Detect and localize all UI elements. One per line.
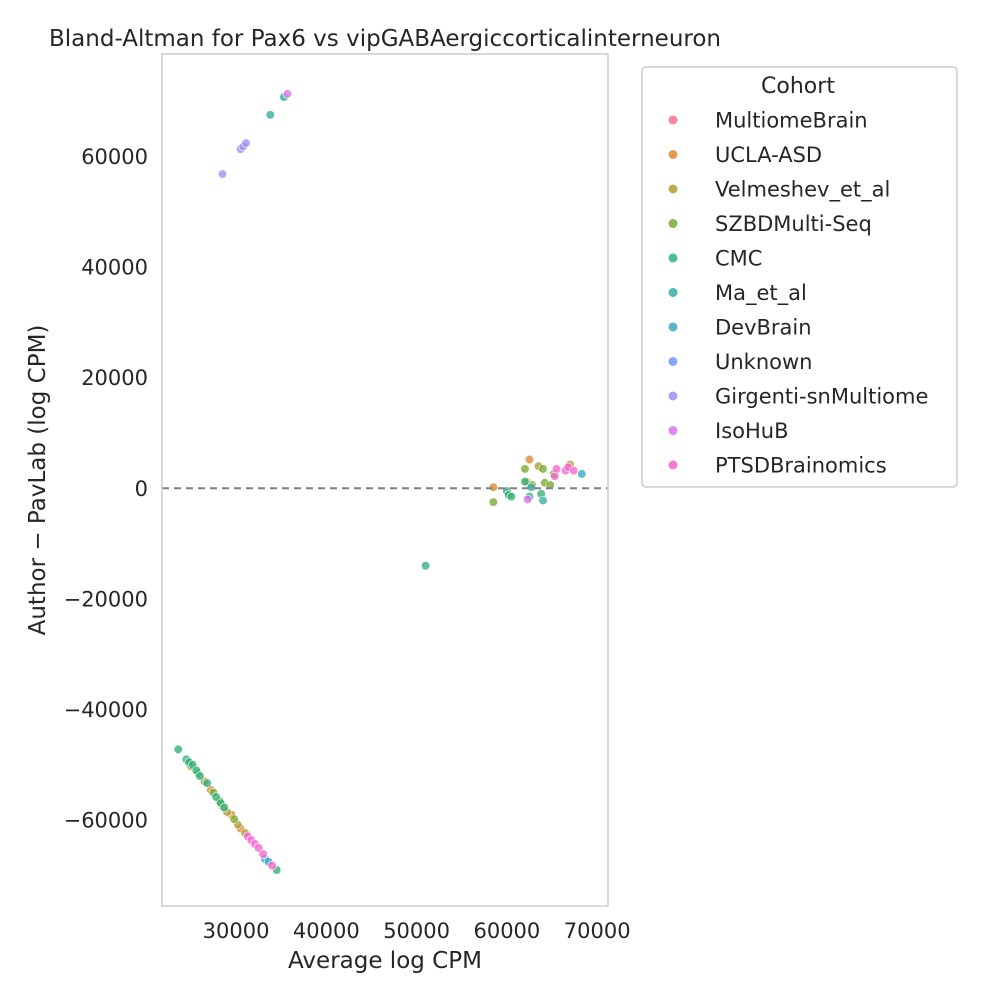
data-point <box>229 814 239 824</box>
data-point <box>282 89 293 99</box>
legend-marker <box>668 357 678 366</box>
legend-marker <box>668 253 678 263</box>
data-point <box>267 861 277 871</box>
legend-marker <box>668 391 678 401</box>
y-tick-label: 60000 <box>81 145 148 169</box>
data-point <box>173 744 183 755</box>
data-point <box>526 482 536 492</box>
data-point <box>241 138 251 148</box>
legend-marker <box>668 288 678 297</box>
x-tick-label: 50000 <box>383 919 450 943</box>
legend-label: Ma_et_al <box>715 281 807 306</box>
legend-marker <box>668 426 678 435</box>
plot-area-frame <box>161 53 609 907</box>
data-point <box>265 110 275 120</box>
y-tick-label: 0 <box>135 477 148 501</box>
scatter-points <box>173 89 587 875</box>
legend-frame <box>641 66 958 488</box>
data-point <box>577 469 587 479</box>
legend-label: Girgenti-snMultiome <box>715 385 928 409</box>
legend-marker <box>668 115 678 125</box>
data-point <box>219 802 229 813</box>
y-tick-label: −60000 <box>64 809 148 833</box>
legend: Cohort MultiomeBrain UCLA-ASD Velmeshev_et… <box>641 66 958 488</box>
data-point <box>195 771 205 781</box>
data-point <box>258 849 268 859</box>
legend-label: Unknown <box>715 350 812 374</box>
legend-marker <box>668 460 678 470</box>
data-point <box>524 454 535 465</box>
legend-marker <box>668 322 678 332</box>
y-axis-ticks: −60000 −40000 −20000 0 20000 40000 60000 <box>64 145 148 833</box>
legend-marker <box>668 184 678 194</box>
y-tick-label: 40000 <box>81 256 148 280</box>
data-point <box>506 491 516 502</box>
y-axis-label: Author − PavLab (log CPM) <box>25 325 51 636</box>
y-tick-label: −20000 <box>64 587 148 611</box>
legend-label: IsoHuB <box>715 419 789 443</box>
y-tick-label: 20000 <box>81 366 148 390</box>
x-tick-label: 40000 <box>293 919 360 943</box>
y-tick-label: −40000 <box>64 698 148 722</box>
legend-label: UCLA-ASD <box>715 143 822 167</box>
legend-label: DevBrain <box>715 316 812 340</box>
x-tick-label: 30000 <box>203 919 270 943</box>
chart-title: Bland-Altman for Pax6 vs vipGABAergiccor… <box>49 26 721 52</box>
x-tick-label: 60000 <box>473 919 540 943</box>
legend-label: Velmeshev_et_al <box>715 178 890 203</box>
data-point <box>421 561 431 571</box>
data-point <box>523 494 533 504</box>
data-point <box>202 778 212 788</box>
legend-marker <box>668 150 678 159</box>
legend-label: CMC <box>715 247 762 271</box>
legend-label: PTSDBrainomics <box>715 454 887 478</box>
x-axis-ticks: 30000 40000 50000 60000 70000 <box>203 919 631 943</box>
data-point <box>217 169 228 179</box>
data-point <box>538 464 548 474</box>
legend-label: MultiomeBrain <box>715 109 868 133</box>
data-point <box>551 464 562 474</box>
legend-items: MultiomeBrain UCLA-ASD Velmeshev_et_al SZBD… <box>668 109 928 478</box>
legend-marker <box>668 219 678 228</box>
data-point <box>488 482 498 492</box>
x-axis-label: Average log CPM <box>288 948 482 974</box>
data-point <box>520 477 530 487</box>
legend-label: SZBDMulti-Seq <box>715 212 872 236</box>
data-point <box>538 495 548 506</box>
legend-title: Cohort <box>761 74 835 99</box>
x-tick-label: 70000 <box>564 919 631 943</box>
data-point <box>488 497 498 507</box>
data-point <box>520 464 530 474</box>
data-point <box>569 465 579 476</box>
